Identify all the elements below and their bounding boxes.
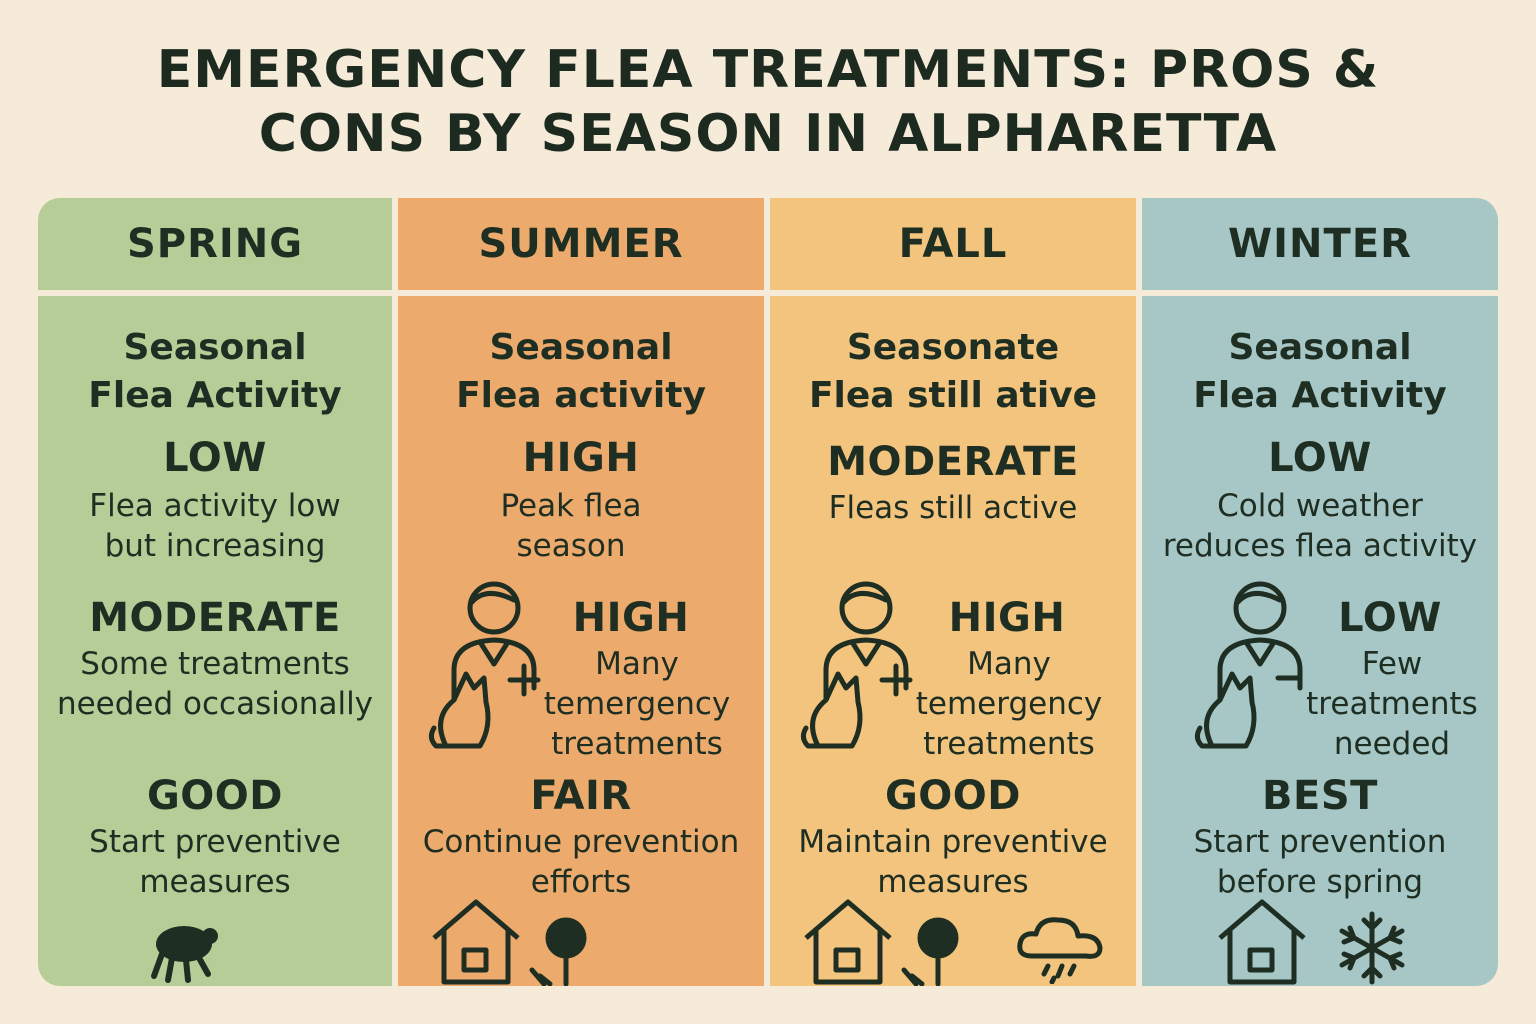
prevention-description: Start preventive measures (89, 824, 341, 900)
activity-heading: Seasonal Flea activity (456, 327, 706, 416)
activity-level: LOW (163, 435, 267, 481)
header-divider (1142, 290, 1498, 296)
column-gap (392, 198, 398, 986)
activity-heading: Seasonate Flea still ative (808, 327, 1098, 416)
vet-with-cat-icon (798, 578, 918, 753)
prevention-description: Start prevention before spring (1193, 824, 1447, 900)
tree-icon (898, 914, 962, 986)
prevention-level: FAIR (530, 773, 632, 819)
prevention-level: GOOD (884, 773, 1022, 819)
page-title: EMERGENCY FLEA TREATMENTS: PROS & CONS B… (156, 40, 1380, 164)
activity-description: Cold weather reduces flea activity (1162, 488, 1478, 564)
season-header: FALL (898, 221, 1008, 267)
treatment-description: Few treatments needed (1306, 646, 1478, 762)
vet-with-cat-icon (1192, 578, 1312, 753)
season-header: SPRING (126, 221, 304, 267)
activity-heading: Seasonal Flea Activity (1193, 327, 1447, 416)
tree-icon (526, 914, 590, 986)
house-icon (1214, 898, 1310, 986)
treatment-level: HIGH (572, 595, 690, 641)
treatment-description: Some treatments needed occasionally (56, 646, 374, 722)
column-gap (1136, 198, 1142, 986)
house-icon (800, 898, 896, 986)
treatment-description: Many temergency treatments (543, 646, 731, 762)
activity-description: Fleas still active (828, 490, 1078, 526)
activity-description: Flea activity low but increasing (89, 488, 341, 564)
activity-heading: Seasonal Flea Activity (88, 327, 342, 416)
header-divider (38, 290, 392, 296)
snowflake-icon (1334, 910, 1410, 986)
activity-description: Peak flea season (500, 488, 642, 564)
prevention-description: Continue prevention efforts (422, 824, 740, 900)
treatment-level: LOW (1338, 595, 1442, 641)
activity-level: HIGH (522, 435, 640, 481)
activity-level: LOW (1268, 435, 1372, 481)
season-column-winter: WINTER Seasonal Flea Activity LOW Cold w… (1142, 198, 1498, 986)
house-icon (428, 898, 524, 986)
prevention-level: GOOD (146, 773, 284, 819)
activity-level: MODERATE (827, 439, 1079, 485)
column-gap (764, 198, 770, 986)
vet-with-cat-icon (426, 578, 546, 753)
prevention-description: Maintain preventive measures (798, 824, 1108, 900)
prevention-level: BEST (1262, 773, 1378, 819)
season-column-fall: FALL Seasonate Flea still ative MODERATE… (770, 198, 1136, 986)
treatment-level: HIGH (948, 595, 1066, 641)
treatment-level: MODERATE (89, 595, 341, 641)
season-header: WINTER (1228, 221, 1412, 267)
header-divider (770, 290, 1136, 296)
season-column-spring: SPRING Seasonal Flea Activity LOW Flea a… (38, 198, 392, 986)
header-divider (398, 290, 764, 296)
season-comparison-table: SPRING Seasonal Flea Activity LOW Flea a… (38, 198, 1498, 986)
flea-icon (142, 914, 222, 984)
season-header: SUMMER (478, 221, 684, 267)
rain-cloud-icon (1014, 914, 1106, 984)
season-column-summer: SUMMER Seasonal Flea activity HIGH Peak … (398, 198, 764, 986)
treatment-description: Many temergency treatments (915, 646, 1103, 762)
